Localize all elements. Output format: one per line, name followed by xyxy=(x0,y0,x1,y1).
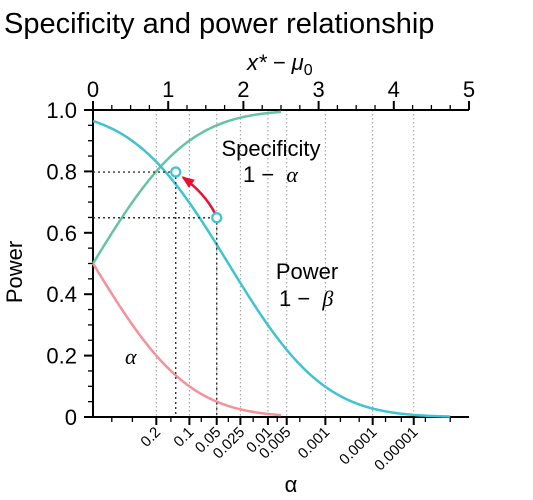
y-tick-label: 0.2 xyxy=(46,344,77,369)
y-tick-label: 1.0 xyxy=(46,98,77,123)
specificity-curve xyxy=(91,110,282,265)
left-axis: 0 0.2 0.4 0.6 0.8 1.0 Power xyxy=(2,98,94,430)
highlight-point xyxy=(211,212,223,224)
alpha-annotation: α xyxy=(125,344,137,369)
dotted-reference-lines xyxy=(93,171,218,417)
y-axis-label: Power xyxy=(2,241,27,303)
arrow-head xyxy=(181,176,195,188)
highlight-points xyxy=(170,166,223,224)
transition-arrow xyxy=(181,176,216,214)
top-tick-label: 3 xyxy=(312,77,324,102)
alpha-tick-label: 0.00001 xyxy=(371,424,421,474)
specificity-annotation: Specificity xyxy=(221,136,320,161)
alpha-tick-label: 0.2 xyxy=(137,424,164,451)
y-tick-label: 0 xyxy=(65,405,77,430)
highlight-point xyxy=(170,166,182,178)
chart-title: Specificity and power relationship xyxy=(4,8,434,40)
power-curve xyxy=(92,119,451,418)
power-annotation: Power xyxy=(276,259,338,284)
power-formula: 1 − β xyxy=(279,286,333,311)
top-axis: 0 1 2 3 4 5 x* − μ0 xyxy=(87,50,475,111)
top-tick-label: 0 xyxy=(87,77,99,102)
top-axis-label: x* − μ0 xyxy=(246,50,313,79)
specificity-formula: 1 − α xyxy=(243,162,298,187)
y-tick-label: 0.8 xyxy=(46,159,77,184)
top-tick-label: 5 xyxy=(463,77,475,102)
y-tick-label: 0.4 xyxy=(46,282,77,307)
top-tick-label: 1 xyxy=(162,77,174,102)
bottom-axis-label: α xyxy=(285,472,298,497)
y-tick-label: 0.6 xyxy=(46,221,77,246)
top-tick-label: 4 xyxy=(388,77,400,102)
alpha-curve xyxy=(91,262,282,417)
alpha-tick-label: 0.001 xyxy=(295,424,334,463)
top-tick-label: 2 xyxy=(237,77,249,102)
